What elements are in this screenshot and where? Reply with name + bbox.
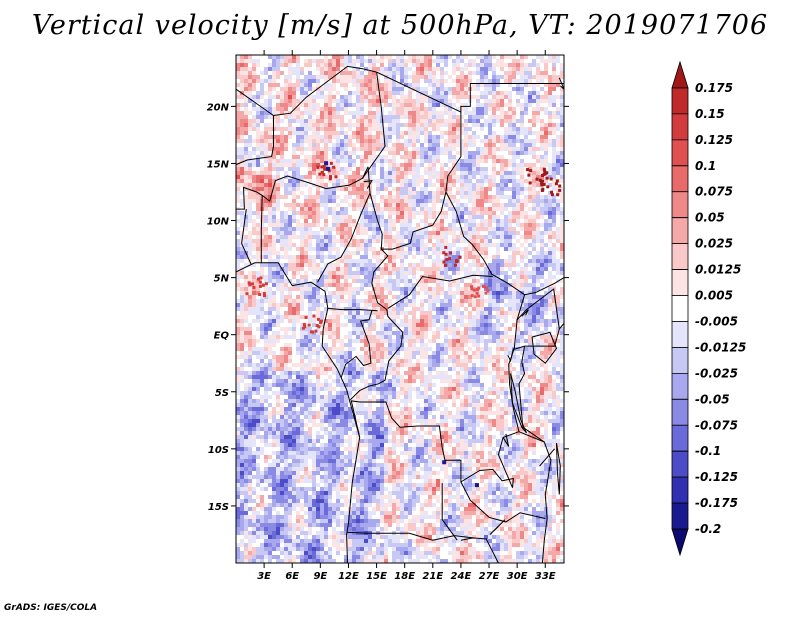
border-line: [387, 274, 493, 309]
colorbar-label: 0.175: [695, 81, 733, 95]
colorbar-label: 0.025: [695, 237, 733, 251]
colorbar-label: -0.005: [695, 314, 738, 328]
colorbar-label: -0.175: [695, 496, 738, 510]
x-tick-label: 3E: [257, 571, 271, 582]
colorbar-swatch: [671, 476, 689, 504]
border-line: [241, 209, 252, 265]
y-tick-label: 20N: [207, 102, 230, 113]
colorbar-swatch: [671, 450, 689, 478]
colorbar-swatch: [671, 113, 689, 141]
colorbar-swatch: [671, 87, 689, 115]
colorbar-swatch: [671, 424, 689, 452]
y-tick-label: 5S: [215, 388, 229, 399]
x-tick-label: 30E: [507, 571, 528, 582]
colorbar-swatch: [671, 321, 689, 348]
x-tick-label: 9E: [313, 571, 327, 582]
border-line: [445, 191, 564, 296]
chart-title: Vertical velocity [m/s] at 500hPa, VT: 2…: [31, 10, 769, 41]
border-line: [539, 448, 555, 467]
border-line: [376, 71, 462, 250]
border-line: [507, 348, 514, 363]
y-tick-label: 15N: [207, 159, 230, 170]
x-tick-label: 27E: [479, 571, 500, 582]
border-line: [531, 331, 558, 364]
border-line: [236, 262, 361, 563]
colorbar-swatch: [671, 269, 689, 296]
colorbar-label: -0.1: [695, 444, 721, 458]
colorbar-label: -0.2: [695, 522, 721, 536]
colorbar-swatch: [671, 139, 689, 167]
colorbar-swatch: [671, 295, 689, 322]
border-line: [460, 481, 546, 523]
x-tick-label: 24E: [451, 571, 472, 582]
colorbar-swatch: [671, 347, 689, 374]
border-line: [236, 166, 369, 210]
border-line: [346, 531, 474, 541]
colorbar-label: -0.05: [695, 392, 730, 406]
border-line: [327, 307, 378, 312]
colorbar-label: 0.125: [695, 133, 733, 147]
y-tick-label: 15S: [208, 502, 229, 513]
border-line: [340, 310, 373, 379]
colorbar-label: -0.125: [695, 470, 738, 484]
border-line: [349, 316, 404, 401]
border-line: [518, 346, 545, 443]
border-line: [362, 72, 386, 179]
border-line: [558, 322, 564, 330]
colorbar-label: 0.075: [695, 185, 733, 199]
x-tick-label: 15E: [366, 571, 387, 582]
colorbar-label: 0.05: [695, 211, 725, 225]
x-tick-label: 12E: [338, 571, 359, 582]
x-axis: 3E 6E 9E 12E 15E 18E 21E 24E 27E 30E 33E: [257, 50, 556, 582]
colorbar-swatch: [671, 398, 689, 426]
colorbar-label: 0.1: [695, 159, 716, 173]
y-tick-label: 10N: [207, 217, 230, 228]
map-frame: [235, 54, 565, 564]
colorbar-swatch: [671, 243, 689, 270]
y-tick-label: 5N: [214, 274, 230, 285]
border-line: [556, 443, 561, 495]
border-line: [441, 483, 458, 541]
colorbar: 0.175 0.15 0.125 0.1 0.075 0.05 0.025 0.0125 0.0…: [671, 60, 746, 557]
x-tick-label: 33E: [535, 571, 556, 582]
colorbar-label: 0.005: [695, 289, 733, 303]
border-line: [489, 519, 506, 535]
border-line: [236, 115, 274, 166]
colorbar-swatch: [671, 165, 689, 193]
border-line: [460, 537, 499, 563]
colorbar-label: 0.15: [695, 107, 725, 121]
colorbar-swatch: [671, 372, 689, 400]
x-tick-label: 6E: [285, 571, 299, 582]
border-line: [502, 433, 510, 447]
grads-credit: GrADS: IGES/COLA: [4, 603, 98, 613]
border-line: [363, 179, 373, 189]
colorbar-swatch: [671, 528, 689, 557]
y-axis: 20N 15N 10N 5N EQ 5S 10S 15S: [207, 102, 569, 513]
y-tick-label: 10S: [208, 445, 229, 456]
colorbar-label: -0.025: [695, 366, 738, 380]
border-line: [558, 77, 564, 90]
border-line: [350, 400, 520, 488]
colorbar-swatch: [671, 217, 689, 245]
velocity-field: [236, 55, 564, 563]
border-line: [260, 195, 263, 263]
country-borders: [236, 65, 564, 563]
colorbar-swatch: [671, 60, 689, 89]
colorbar-label: 0.0125: [695, 263, 741, 277]
colorbar-swatch: [671, 191, 689, 219]
border-line: [510, 373, 527, 434]
colorbar-label: -0.075: [695, 418, 738, 432]
border-line: [369, 192, 389, 317]
x-tick-label: 18E: [394, 571, 415, 582]
y-tick-label: EQ: [214, 331, 230, 342]
border-line: [521, 309, 529, 317]
x-tick-label: 21E: [422, 571, 443, 582]
colorbar-label: -0.0125: [695, 340, 746, 354]
colorbar-swatch: [671, 502, 689, 530]
border-line: [460, 83, 564, 113]
